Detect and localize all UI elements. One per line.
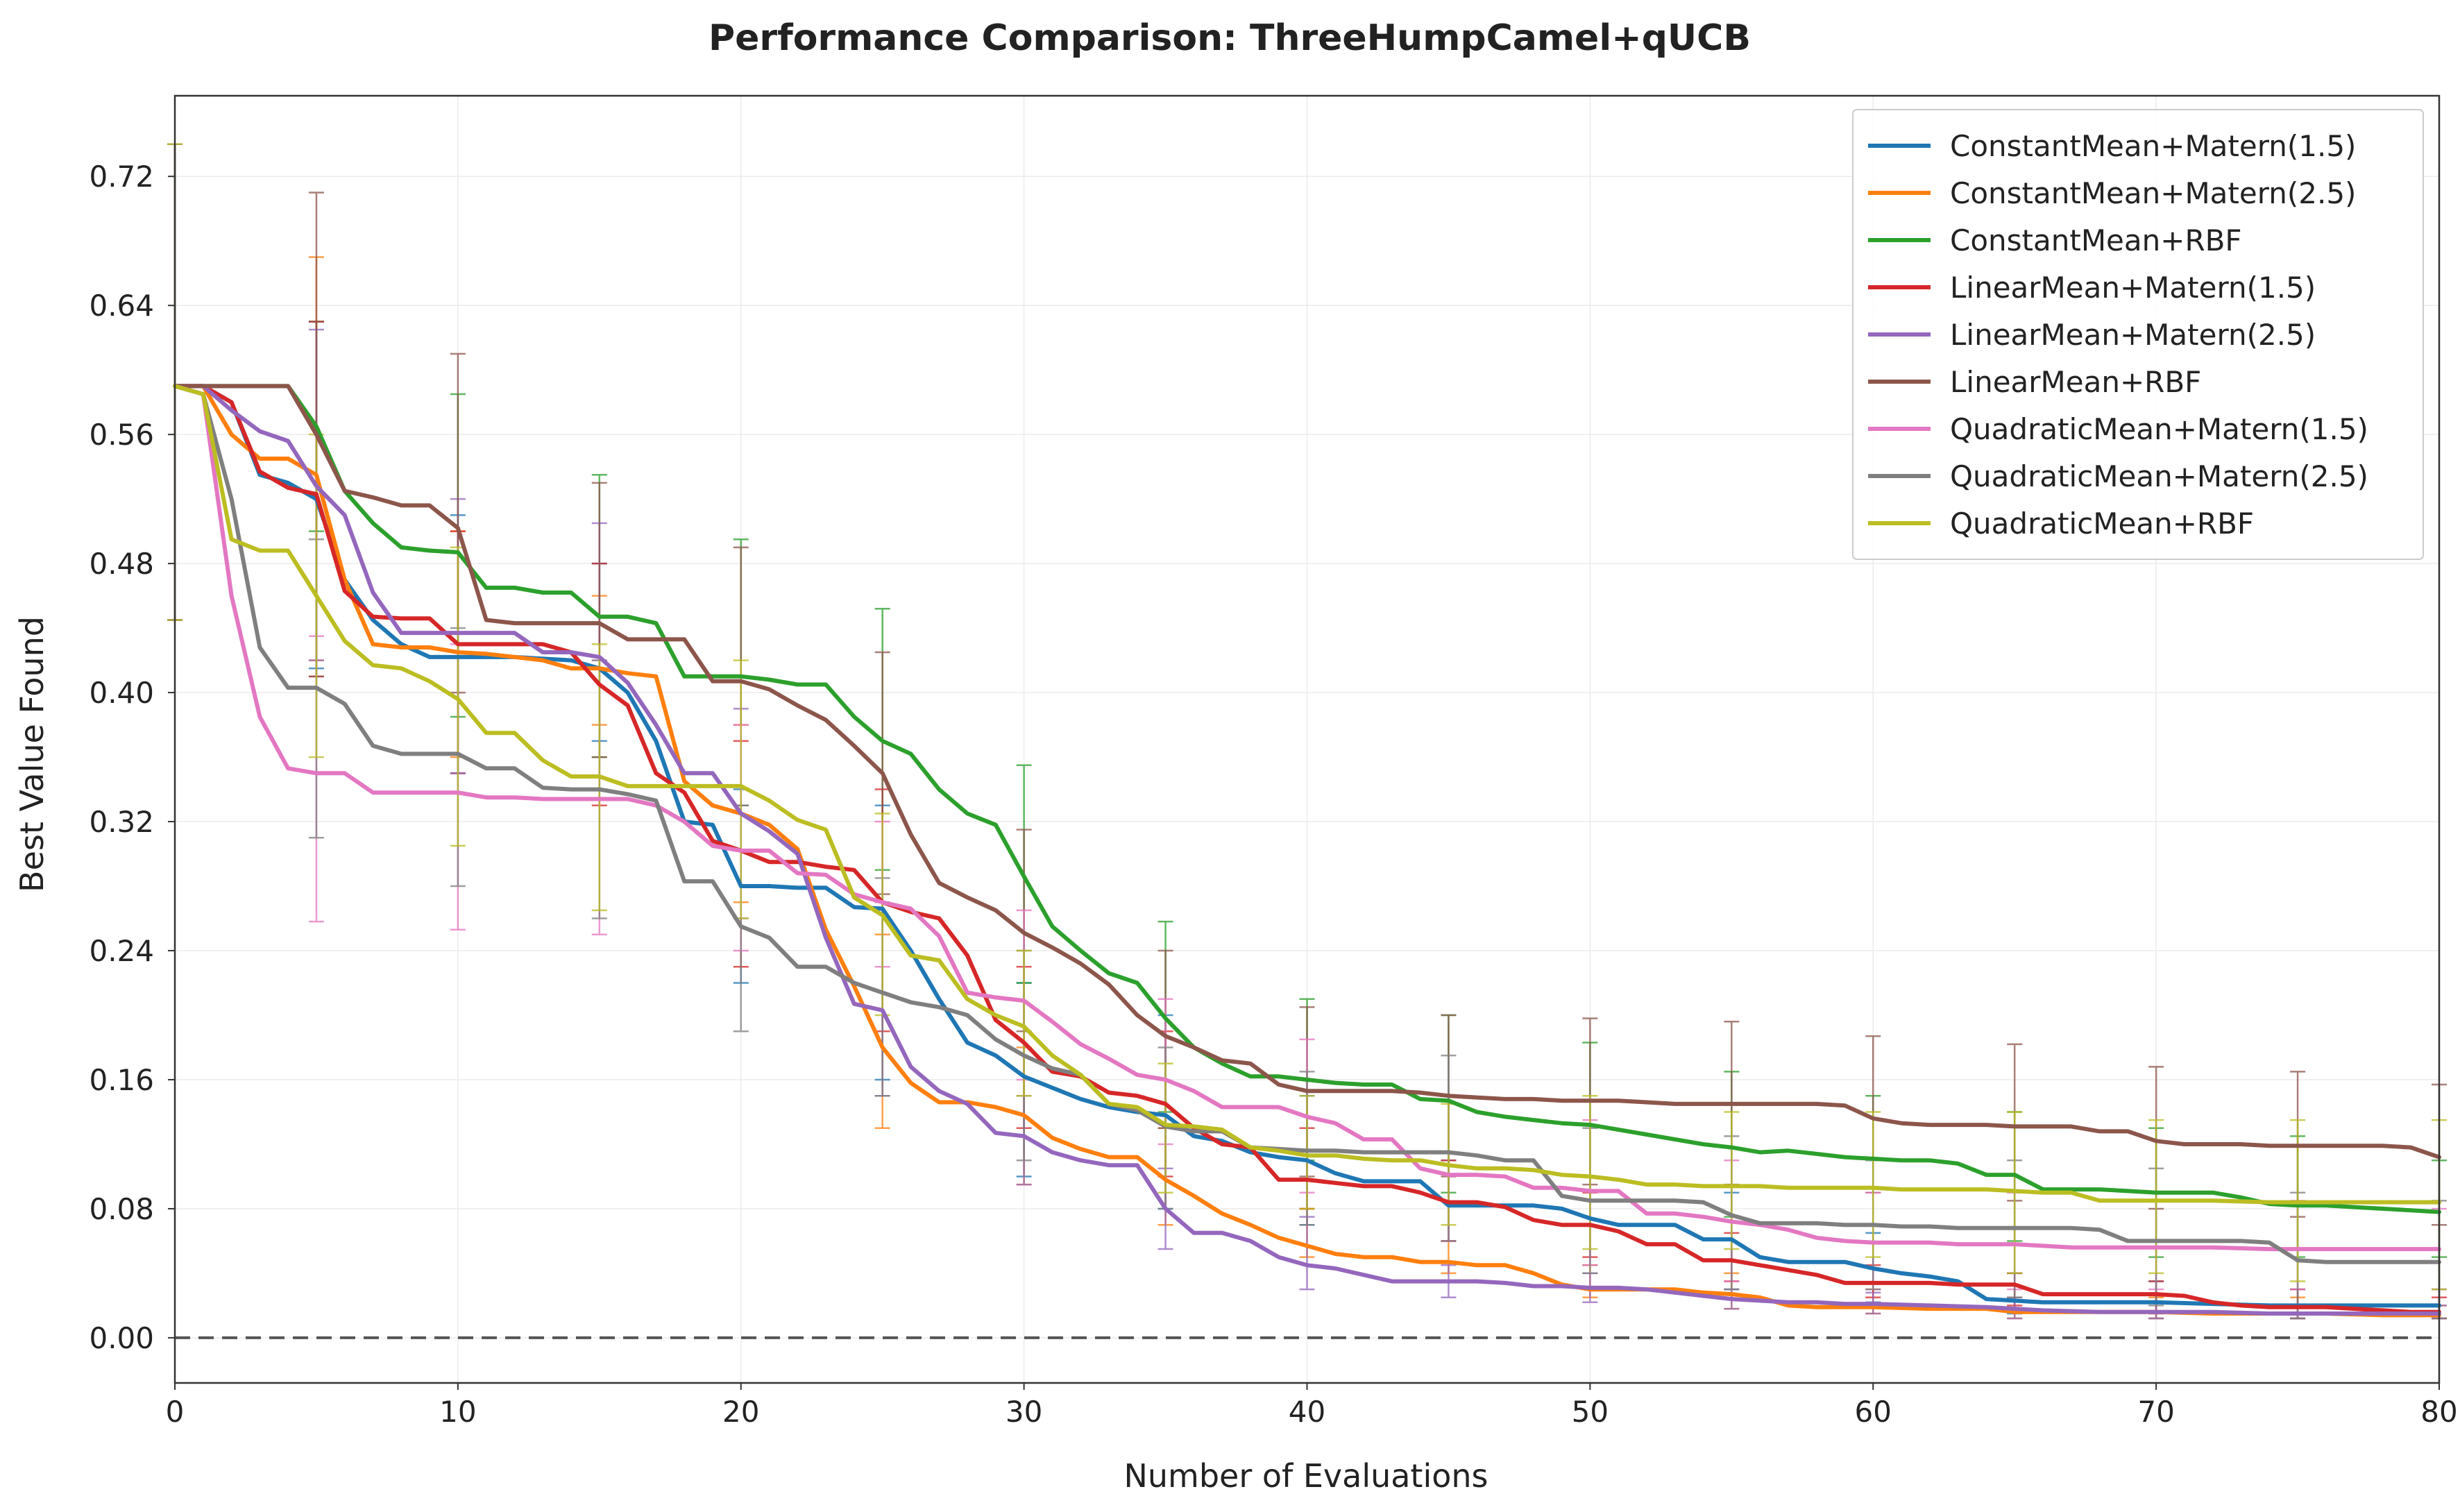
y-tick-label: 0.64 xyxy=(89,289,154,323)
x-tick-label: 40 xyxy=(1289,1395,1325,1429)
x-tick-label: 80 xyxy=(2420,1395,2457,1429)
x-axis-ticks: 0 10 20 30 40 50 60 70 80 xyxy=(166,1383,2458,1429)
legend-item: LinearMean+Matern(2.5) xyxy=(1868,318,2316,352)
x-tick-label: 60 xyxy=(1855,1395,1892,1429)
chart-title: Performance Comparison: ThreeHumpCamel+q… xyxy=(709,17,1751,59)
legend-label: LinearMean+RBF xyxy=(1950,365,2201,399)
error-bar xyxy=(1724,1111,1740,1250)
legend-item: QuadraticMean+Matern(2.5) xyxy=(1868,459,2368,493)
x-tick-label: 20 xyxy=(722,1395,759,1429)
legend-box xyxy=(1852,109,2424,560)
x-tick-label: 10 xyxy=(439,1395,476,1429)
series-line xyxy=(173,384,2441,1314)
legend-item: QuadraticMean+Matern(1.5) xyxy=(1868,412,2368,446)
x-tick-label: 0 xyxy=(166,1395,185,1429)
legend-label: QuadraticMean+Matern(1.5) xyxy=(1950,412,2368,446)
y-tick-label: 0.08 xyxy=(89,1192,154,1226)
legend-label: ConstantMean+Matern(1.5) xyxy=(1950,129,2356,163)
legend-label: LinearMean+Matern(2.5) xyxy=(1950,318,2316,352)
y-axis-label: Best Value Found xyxy=(13,616,51,892)
y-tick-label: 0.32 xyxy=(89,805,154,839)
y-tick-label: 0.24 xyxy=(89,934,154,968)
y-tick-label: 0.40 xyxy=(89,676,154,710)
y-tick-label: 0.00 xyxy=(89,1321,154,1355)
series-line xyxy=(173,384,2441,1160)
x-tick-label: 70 xyxy=(2137,1395,2174,1429)
series-line xyxy=(173,384,2441,1205)
series-line xyxy=(173,384,2441,1308)
x-tick-label: 50 xyxy=(1572,1395,1609,1429)
legend-label: ConstantMean+RBF xyxy=(1950,223,2242,257)
legend-label: ConstantMean+Matern(2.5) xyxy=(1950,176,2356,210)
legend-item: QuadraticMean+RBF xyxy=(1868,507,2254,541)
x-axis-label: Number of Evaluations xyxy=(1123,1457,1488,1495)
legend: ConstantMean+Matern(1.5) ConstantMean+Mat… xyxy=(1852,109,2424,560)
series-line xyxy=(173,384,2441,1214)
legend-label: QuadraticMean+RBF xyxy=(1950,507,2254,541)
series-lines xyxy=(173,384,2441,1318)
series-line xyxy=(173,384,2441,1264)
y-tick-label: 0.72 xyxy=(89,160,154,194)
y-tick-label: 0.48 xyxy=(89,547,154,581)
y-axis-ticks: 0.00 0.08 0.16 0.24 0.32 0.40 0.48 0.56 0.64 0.72 xyxy=(89,160,175,1355)
y-tick-label: 0.56 xyxy=(89,418,154,452)
legend-item: ConstantMean+Matern(1.5) xyxy=(1868,129,2356,163)
legend-item: LinearMean+Matern(1.5) xyxy=(1868,271,2316,305)
legend-label: QuadraticMean+Matern(2.5) xyxy=(1950,459,2368,493)
error-bar xyxy=(1865,1111,1881,1258)
error-bar xyxy=(1016,949,1032,1097)
legend-item: LinearMean+RBF xyxy=(1868,365,2201,399)
legend-label: LinearMean+Matern(1.5) xyxy=(1950,271,2316,305)
y-tick-label: 0.16 xyxy=(89,1063,154,1097)
series-line xyxy=(173,384,2441,1318)
series-line xyxy=(173,384,2441,1252)
x-tick-label: 30 xyxy=(1006,1395,1042,1429)
legend-item: ConstantMean+Matern(2.5) xyxy=(1868,176,2356,210)
series-line xyxy=(173,384,2441,1316)
legend-item: ConstantMean+RBF xyxy=(1868,223,2242,257)
